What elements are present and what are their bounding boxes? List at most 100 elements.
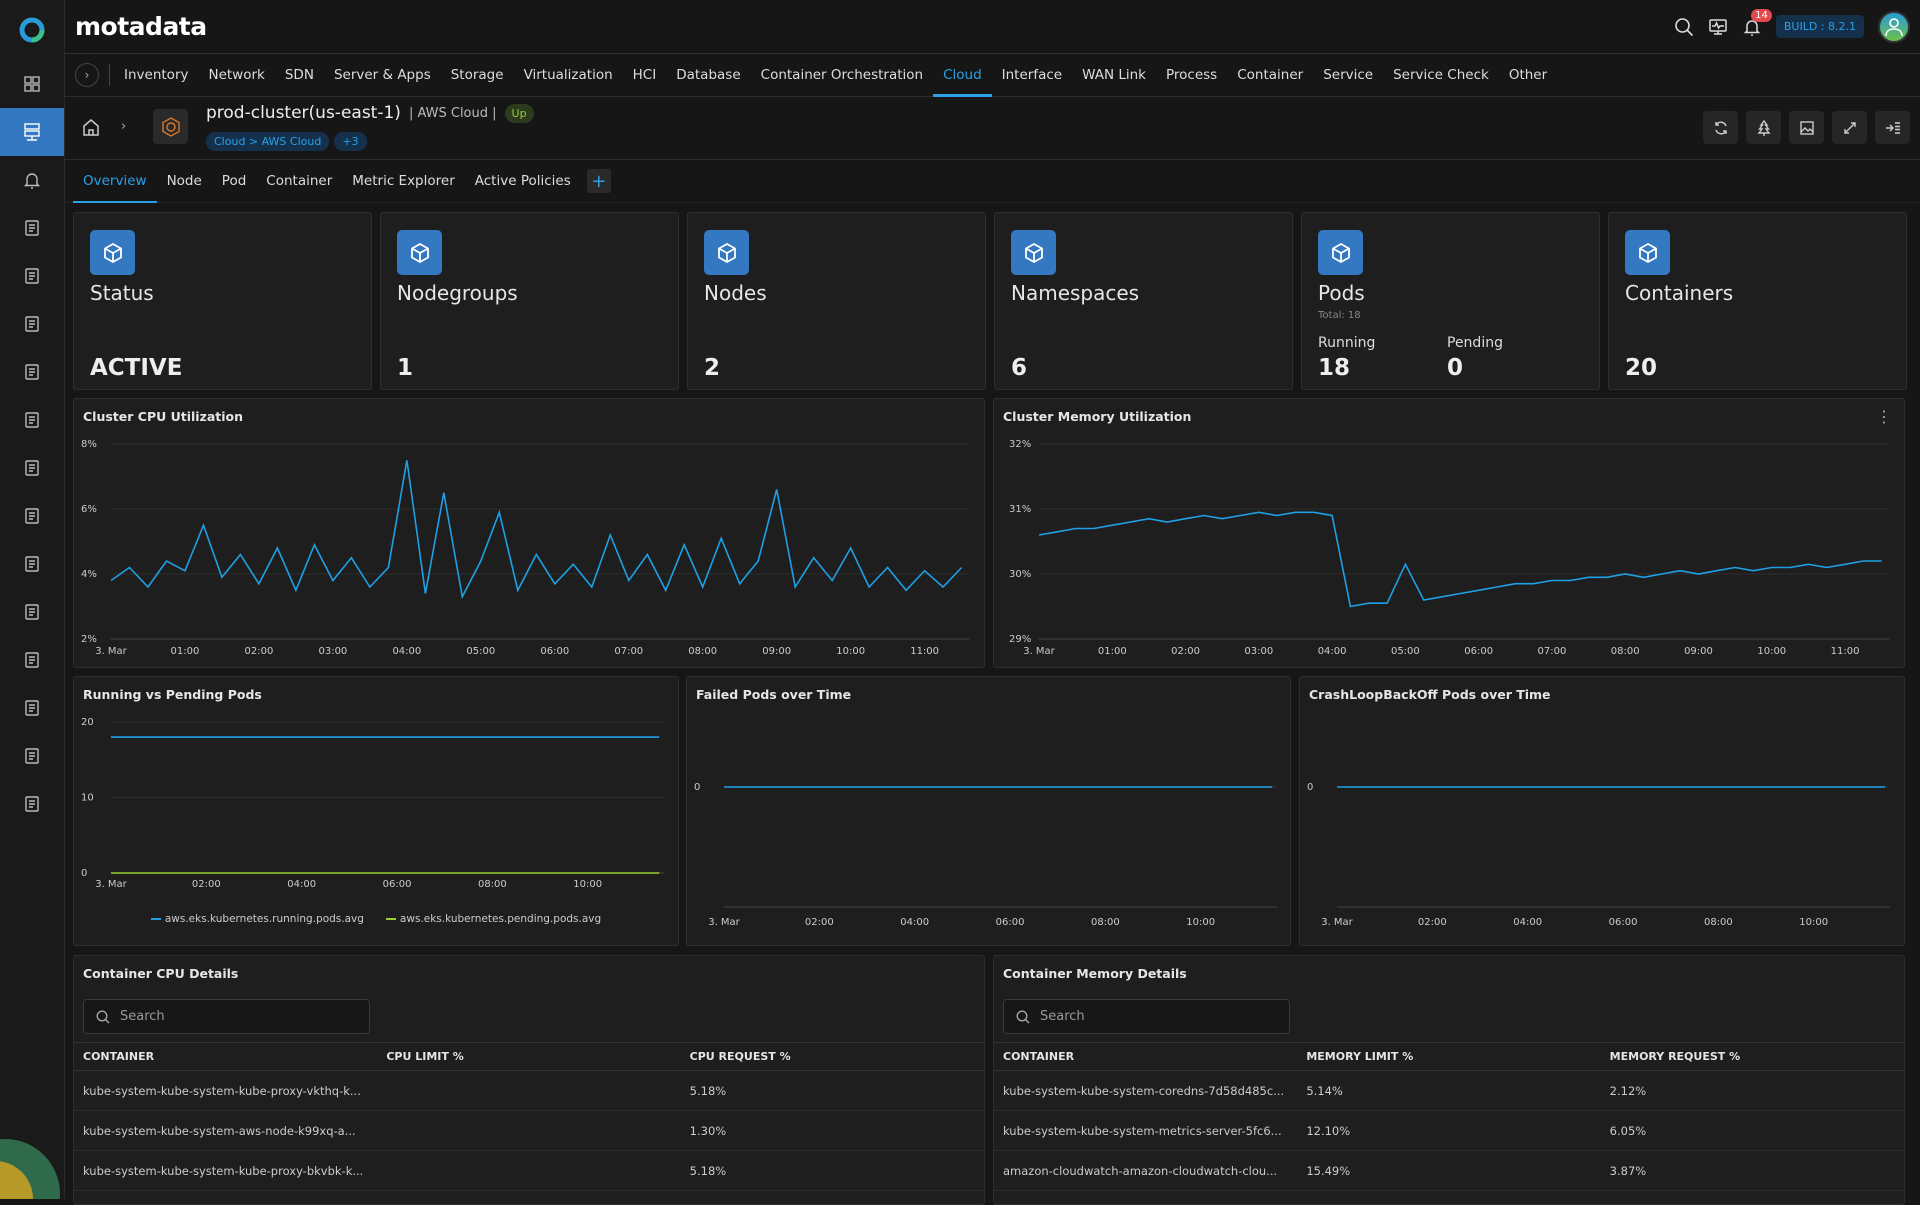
more-options-icon[interactable]: ⋮ (1876, 407, 1892, 426)
column-header[interactable]: MEMORY REQUEST % (1600, 1042, 1904, 1071)
nav-item-virtualization[interactable]: Virtualization (523, 67, 613, 83)
sidebar-item-search-doc[interactable] (0, 204, 64, 252)
nav-item-server-apps[interactable]: Server & Apps (333, 67, 431, 83)
column-header[interactable]: CONTAINER (994, 1042, 1298, 1071)
x-tick-label: 04:00 (1513, 917, 1542, 928)
more-tags-button[interactable]: +3 (334, 132, 367, 151)
sidebar-item-topology[interactable] (0, 300, 64, 348)
sidebar-item-alert-bell[interactable] (0, 156, 64, 204)
fullscreen-button[interactable] (1832, 111, 1867, 144)
sidebar-item-binoculars[interactable] (0, 684, 64, 732)
tab-pod[interactable]: Pod (221, 173, 247, 189)
table-row[interactable]: kube-system-kube-system-coredns-7d58d485… (994, 1070, 1904, 1111)
legend-item-running[interactable]: aws.eks.kubernetes.running.pods.avg (150, 913, 364, 925)
sidebar-item-monitor-gear[interactable] (0, 348, 64, 396)
sidebar-item-settings-gear[interactable] (0, 780, 64, 828)
sidebar-item-inventory[interactable] (0, 108, 64, 156)
search-icon[interactable] (1674, 17, 1694, 37)
table-row[interactable]: amazon-cloudwatch-amazon-cloudwatch-clou… (994, 1150, 1904, 1191)
kpi-card-namespaces[interactable]: Namespaces 6 (994, 212, 1293, 390)
sidebar-item-screen-code[interactable] (0, 540, 64, 588)
user-avatar[interactable] (1878, 10, 1910, 43)
crashloop-pods-chart[interactable]: 0 3. Mar 02:00 04:00 06:00 08:00 10:00 (1300, 677, 1904, 945)
nav-item-inventory[interactable]: Inventory (124, 67, 189, 83)
tab-overview[interactable]: Overview (73, 160, 157, 203)
nav-item-network[interactable]: Network (208, 67, 265, 83)
nav-item-sdn[interactable]: SDN (284, 67, 314, 83)
sidebar-item-dashboard[interactable] (0, 60, 64, 108)
kpi-card-nodes[interactable]: Nodes 2 (687, 212, 986, 390)
legend-item-pending[interactable]: aws.eks.kubernetes.pending.pods.avg (385, 913, 601, 925)
tab-active-policies[interactable]: Active Policies (474, 173, 571, 189)
nav-item-service[interactable]: Service (1323, 67, 1374, 83)
nav-item-interface[interactable]: Interface (1001, 67, 1063, 83)
nav-expand-button[interactable]: › (75, 63, 99, 87)
memory-line-chart[interactable]: 29% 30% 31% 32% 3. Mar 01:00 02:00 03:00 04:00 05… (994, 399, 1904, 667)
nav-item-storage[interactable]: Storage (450, 67, 504, 83)
x-tick-label: 04:00 (392, 646, 421, 657)
tab-container[interactable]: Container (266, 173, 333, 189)
column-header[interactable]: MEMORY LIMIT % (1297, 1042, 1601, 1071)
breadcrumb-tag[interactable]: Cloud > AWS Cloud (206, 132, 330, 151)
memory-search-input[interactable] (1040, 1009, 1260, 1024)
notification-bell-icon[interactable]: 14 (1742, 8, 1772, 37)
tree-icon-button[interactable] (1746, 111, 1781, 144)
pods-line-chart[interactable]: 0 10 20 3. Mar 02:00 04:00 06:00 08:00 10:00 (74, 677, 678, 945)
series-line-0[interactable] (1038, 511, 1882, 608)
nav-item-other[interactable]: Other (1508, 67, 1548, 83)
brand-logo[interactable]: motadata (75, 12, 207, 41)
table-row[interactable]: kube-system-kube-system-kube-proxy-bkvbk… (74, 1150, 984, 1191)
nav-item-wan-link[interactable]: WAN Link (1082, 67, 1146, 83)
search-doc-icon (25, 220, 39, 236)
y-tick-label: 8% (81, 439, 97, 450)
column-header[interactable]: CPU REQUEST % (680, 1042, 984, 1071)
sidebar-item-log-file[interactable] (0, 492, 64, 540)
app-logo-icon[interactable] (0, 0, 64, 60)
kpi-card-nodegroups[interactable]: Nodegroups 1 (380, 212, 679, 390)
collapse-panel-button[interactable] (1875, 111, 1910, 144)
table-cell: kube-system-kube-system-kube-proxy-vkthq… (74, 1070, 378, 1111)
sidebar-item-device[interactable] (0, 588, 64, 636)
home-icon[interactable] (81, 117, 101, 141)
running-value: 18 (1318, 355, 1351, 381)
nav-item-database[interactable]: Database (676, 67, 741, 83)
memory-details-table: CONTAINER MEMORY LIMIT % MEMORY REQUEST % k… (994, 1042, 1904, 1191)
kpi-card-pods[interactable]: Pods Total: 18 Running 18 Pending 0 (1301, 212, 1600, 390)
nav-item-container[interactable]: Container (1237, 67, 1304, 83)
cpu-line-chart[interactable]: 2% 4% 6% 8% 3. Mar 01:00 02:00 03:00 04:00 05:00 0… (74, 399, 984, 667)
refresh-button[interactable] (1703, 111, 1738, 144)
failed-pods-chart[interactable]: 0 3. Mar 02:00 04:00 06:00 08:00 10:00 (687, 677, 1290, 945)
sidebar-item-metric-chart[interactable] (0, 444, 64, 492)
sidebar-item-report[interactable] (0, 252, 64, 300)
kpi-card-containers[interactable]: Containers 20 (1608, 212, 1907, 390)
nav-item-service-check[interactable]: Service Check (1393, 67, 1489, 83)
sidebar-item-network-config[interactable] (0, 636, 64, 684)
sidebar-item-flow[interactable] (0, 396, 64, 444)
panel-title: Cluster CPU Utilization (83, 409, 244, 424)
page-title: prod-cluster(us-east-1) (206, 103, 401, 123)
nav-item-hci[interactable]: HCI (632, 67, 657, 83)
y-tick-label: 30% (1009, 569, 1031, 580)
table-row[interactable]: kube-system-kube-system-aws-node-k99xq-a… (74, 1110, 984, 1151)
namespace-icon (1011, 230, 1056, 275)
table-row[interactable]: kube-system-kube-system-metrics-server-5… (994, 1110, 1904, 1151)
column-header[interactable]: CPU LIMIT % (377, 1042, 681, 1071)
sidebar-item-audit[interactable] (0, 732, 64, 780)
add-tab-button[interactable]: + (586, 169, 611, 193)
series-line-0[interactable] (110, 460, 963, 600)
column-header[interactable]: CONTAINER (74, 1042, 378, 1071)
kpi-label: Nodes (704, 281, 767, 305)
panel-title: Running vs Pending Pods (83, 687, 262, 702)
pending-value: 0 (1447, 355, 1464, 381)
image-export-button[interactable] (1789, 111, 1824, 144)
table-row[interactable]: kube-system-kube-system-kube-proxy-vkthq… (74, 1070, 984, 1111)
tab-metric-explorer[interactable]: Metric Explorer (352, 173, 455, 189)
nav-item-container-orchestration[interactable]: Container Orchestration (760, 67, 924, 83)
nav-item-cloud[interactable]: Cloud (933, 54, 992, 97)
kpi-card-status[interactable]: Status ACTIVE (73, 212, 372, 390)
tab-node[interactable]: Node (166, 173, 202, 189)
nav-item-process[interactable]: Process (1165, 67, 1218, 83)
y-tick-label: 0 (694, 782, 700, 793)
monitor-pulse-icon[interactable] (1708, 17, 1728, 37)
cpu-search-input[interactable] (120, 1009, 340, 1024)
